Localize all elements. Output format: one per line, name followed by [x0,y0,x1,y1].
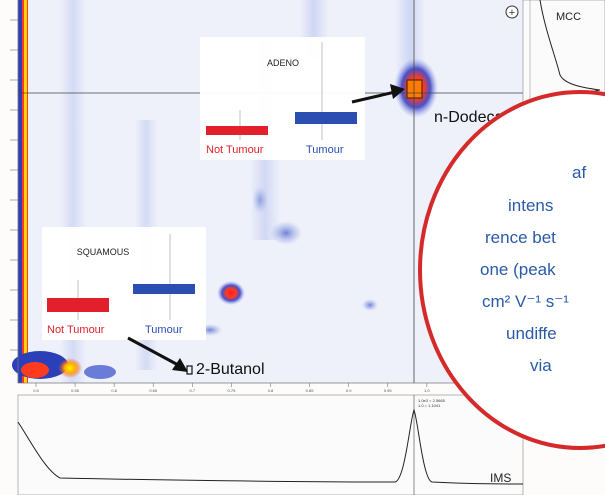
crosshair-toggle-icon[interactable] [505,5,519,19]
ims-readout-2: 1.0 = 1.1041 [418,403,441,408]
ims-trace [17,408,524,485]
callout-line: via [530,356,552,375]
box-tumour [133,284,195,294]
x-tick-label: 1.0 [424,388,430,393]
solvent-foot-hot [58,358,82,378]
x-tick-label: 0.55 [71,388,80,393]
callout-line: rence bet [485,228,556,247]
category-label-tumour: Tumour [145,324,183,336]
bottom-axis-ticks: 0.50.550.60.650.70.750.80.850.90.951.01.… [33,383,509,393]
peak [362,299,378,311]
box-tumour [295,112,357,124]
x-tick-label: 0.65 [149,388,158,393]
ims-label: IMS [490,471,511,485]
inset-squamous: SQUAMOUS Not Tumour Tumour [42,227,206,340]
x-tick-label: 0.7 [190,388,196,393]
x-tick-label: 0.75 [228,388,237,393]
annotation-arrow [127,336,181,368]
ims-panel: IMS 1.0e3 = 2.5665 1.0 = 1.1041 [17,394,524,495]
left-axis-ticks [10,19,18,351]
annotation-label: 2-Butanol [196,361,265,378]
x-tick-label: 0.5 [33,388,39,393]
solvent-foot [84,365,116,379]
inset-background [200,37,365,160]
annotation-arrowhead [172,358,188,372]
callout-line: af [572,163,587,182]
peak [252,186,268,214]
category-label-not-tumour: Not Tumour [47,324,105,336]
peak [270,221,302,245]
annotation-arrow [351,90,396,104]
annotation-butanol: 2-Butanol [127,336,265,378]
x-tick-label: 0.6 [111,388,117,393]
ims-background [17,394,524,495]
callout-line: undiffe [506,324,557,343]
crosshair-plus: + [509,7,515,19]
mcc-label: MCC [556,11,581,23]
annotation-arrowhead [390,84,405,99]
inset-adeno: ADENO Not Tumour Tumour [200,37,365,160]
peak-dodecan-box [406,79,423,99]
category-label-not-tumour: Not Tumour [206,144,264,156]
ims-readout-1: 1.0e3 = 2.5665 [418,398,446,403]
peak-butanol-box [186,365,193,375]
x-tick-label: 0.9 [346,388,352,393]
category-label-tumour: Tumour [306,144,344,156]
callout-line: intens [508,196,554,215]
peak [217,281,245,305]
x-tick-label: 0.85 [306,388,315,393]
callout-ellipse [418,90,605,450]
callout-line: one (peak [480,260,556,279]
solvent-foot [21,362,49,378]
callout-line: cm² V⁻¹ s⁻¹ [482,292,569,311]
x-tick-label: 0.8 [268,388,274,393]
x-tick-label: 0.95 [384,388,393,393]
box-not-tumour [47,298,109,312]
inset-title: ADENO [267,58,299,68]
inset-title: SQUAMOUS [77,247,130,257]
callout [418,90,605,450]
box-not-tumour [206,126,268,135]
solvent-band [24,0,27,383]
inset-background [42,227,206,340]
